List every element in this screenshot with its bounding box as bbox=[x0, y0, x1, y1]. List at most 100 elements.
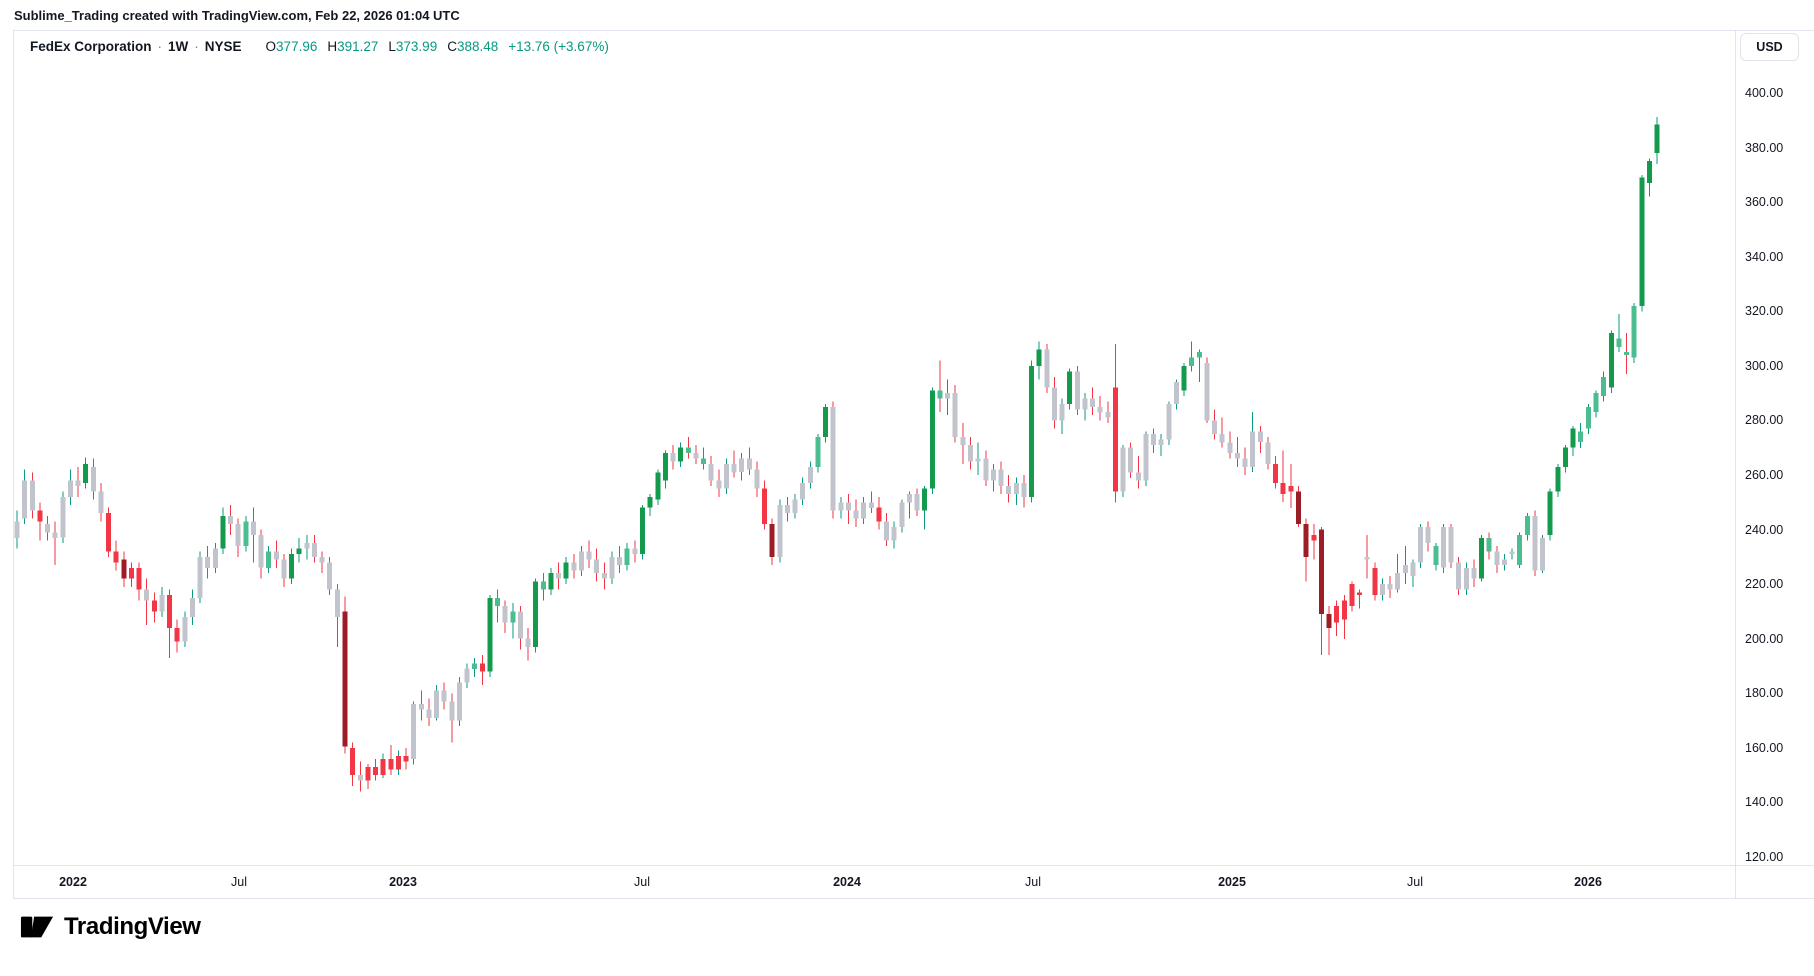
candle-body bbox=[1387, 584, 1393, 590]
candle-body bbox=[1235, 453, 1240, 459]
price-tick-320: 320.00 bbox=[1745, 304, 1784, 319]
candle-body bbox=[586, 551, 592, 560]
candle-wick bbox=[1198, 349, 1200, 383]
price-tick-360: 360.00 bbox=[1745, 195, 1784, 210]
candle-wick bbox=[909, 491, 910, 519]
candle-wick bbox=[1397, 554, 1399, 593]
candle-body bbox=[640, 507, 645, 555]
candle-body bbox=[1547, 491, 1553, 536]
candle-body bbox=[510, 611, 516, 623]
price-tick-180: 180.00 bbox=[1745, 686, 1784, 701]
candle-body bbox=[319, 556, 325, 563]
candle-body bbox=[1250, 431, 1256, 467]
candle-body bbox=[167, 595, 173, 628]
candle-body bbox=[1402, 565, 1408, 574]
candle-body bbox=[1379, 584, 1385, 595]
candle-body bbox=[1265, 442, 1271, 465]
candle-wick bbox=[1366, 535, 1368, 579]
candle-body bbox=[83, 464, 89, 484]
candle-body bbox=[258, 535, 264, 568]
candle-body bbox=[174, 627, 180, 642]
candle-body bbox=[1593, 393, 1599, 413]
candle-body bbox=[113, 551, 119, 563]
candle-body bbox=[1296, 491, 1301, 525]
candle-body bbox=[1563, 447, 1568, 467]
candle-body bbox=[1006, 485, 1012, 495]
time-label-2022: 2022 bbox=[59, 875, 87, 889]
candle-body bbox=[388, 758, 394, 770]
credit-line: Sublime_Trading created with TradingView… bbox=[14, 8, 460, 23]
candle-body bbox=[29, 480, 35, 511]
candle-body bbox=[350, 747, 356, 776]
candle-body bbox=[1097, 406, 1103, 413]
price-axis-separator bbox=[1735, 30, 1736, 899]
tradingview-logo-icon bbox=[20, 916, 54, 938]
candle-body bbox=[243, 521, 249, 546]
time-label-jul: Jul bbox=[231, 875, 247, 889]
ohlc-values: O377.96 H391.27 L373.99 C388.48 bbox=[256, 39, 499, 54]
candle-body bbox=[1608, 333, 1614, 388]
candle-body bbox=[1585, 406, 1591, 429]
candle-body bbox=[502, 606, 508, 623]
candle-body bbox=[723, 464, 729, 489]
candle-body bbox=[1242, 458, 1248, 467]
candle-body bbox=[792, 499, 798, 514]
candle-body bbox=[678, 447, 684, 462]
candle-body bbox=[75, 480, 81, 486]
candle-body bbox=[37, 510, 43, 522]
candle-body bbox=[1578, 431, 1584, 443]
symbol-header[interactable]: FedEx Corporation · 1W · NYSE O377.96 H391.27 L… bbox=[30, 39, 609, 54]
candle-body bbox=[273, 551, 279, 560]
candlestick-plot[interactable] bbox=[0, 0, 1814, 899]
candle-body bbox=[1326, 614, 1332, 628]
candle-body bbox=[1158, 439, 1164, 445]
tradingview-logo-text: TradingView bbox=[64, 913, 201, 940]
ohlc-value-c: 388.48 bbox=[456, 39, 499, 54]
candle-body bbox=[189, 597, 195, 617]
candle-body bbox=[487, 597, 493, 672]
candle-body bbox=[815, 436, 821, 467]
candle-body bbox=[1616, 338, 1622, 347]
candle-body bbox=[357, 775, 363, 781]
candle-body bbox=[441, 690, 447, 702]
candle-body bbox=[685, 447, 691, 454]
candle-body bbox=[1181, 365, 1187, 391]
candle-body bbox=[655, 472, 661, 500]
candle-body bbox=[762, 488, 767, 525]
ohlc-value-l: 373.99 bbox=[395, 39, 438, 54]
candle-body bbox=[990, 469, 996, 481]
tradingview-logo[interactable]: TradingView bbox=[20, 910, 201, 944]
exchange-label[interactable]: NYSE bbox=[204, 39, 242, 54]
candle-body bbox=[1044, 349, 1050, 388]
candle-body bbox=[1456, 562, 1462, 590]
candle-body bbox=[327, 562, 333, 590]
candle-body bbox=[1036, 349, 1042, 366]
candle-body bbox=[159, 595, 165, 612]
candle-body bbox=[136, 567, 142, 590]
candle-body bbox=[784, 505, 790, 514]
price-tick-340: 340.00 bbox=[1745, 249, 1784, 264]
candle-body bbox=[1463, 567, 1469, 590]
candle-body bbox=[1318, 529, 1324, 615]
candle-body bbox=[495, 597, 501, 606]
candle-body bbox=[418, 704, 424, 710]
candle-body bbox=[1204, 363, 1210, 421]
candle-body bbox=[1639, 177, 1645, 306]
candle-body bbox=[60, 496, 66, 538]
ohlc-label-h: H bbox=[327, 39, 338, 54]
candle-wick bbox=[54, 521, 56, 566]
candle-wick bbox=[1511, 548, 1513, 560]
candle-body bbox=[533, 581, 539, 647]
candle-body bbox=[739, 458, 745, 473]
currency-button[interactable]: USD bbox=[1740, 33, 1799, 61]
candle-body bbox=[1372, 567, 1378, 596]
interval-label[interactable]: 1W bbox=[168, 39, 189, 54]
symbol-name[interactable]: FedEx Corporation bbox=[30, 39, 152, 54]
candle-body bbox=[1540, 537, 1546, 571]
candle-body bbox=[464, 668, 470, 683]
candle-body bbox=[1174, 382, 1179, 404]
candle-body bbox=[548, 573, 554, 590]
candle-body bbox=[1074, 371, 1080, 410]
candle-body bbox=[373, 767, 378, 776]
candle-body bbox=[1471, 567, 1477, 579]
